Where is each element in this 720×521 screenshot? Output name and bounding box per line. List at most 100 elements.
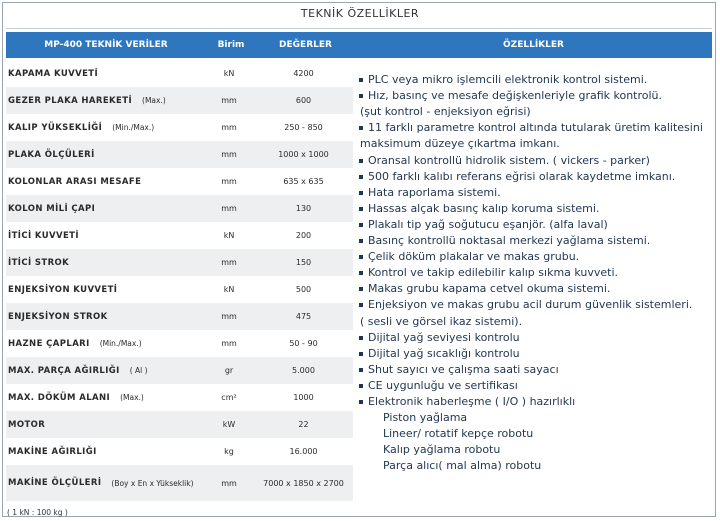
feature-line: Elektronik haberleşme ( I/O ) hazırlıklı <box>359 395 575 408</box>
row-name: ENJEKSİYON STROK <box>8 303 204 330</box>
feature-line: Plakalı tip yağ soğutucu eşanjör. (alfa … <box>359 218 608 231</box>
row-label: MOTOR <box>8 419 46 430</box>
table-row: GEZER PLAKA HAREKETİ (Max.) mm 600 <box>6 87 353 114</box>
row-unit: mm <box>221 339 237 348</box>
feature-text: 11 farklı parametre kontrol altında tutu… <box>368 121 703 135</box>
footnote: ( 1 kN : 100 kg ) <box>7 508 68 517</box>
feature-line: Makas grubu kapama cetvel okuma sistemi. <box>359 282 610 295</box>
feature-text: ( sesli ve görsel ikaz sistemi). <box>360 314 523 328</box>
sub-feature: Piston yağlama <box>383 411 468 425</box>
table-row: ENJEKSİYON KUVVETİ kN 500 <box>6 276 353 303</box>
feature-text: Hassas alçak basınç kalıp koruma sistemi… <box>368 201 600 215</box>
row-unit: mm <box>221 150 237 159</box>
row-qualifier: (Max.) <box>142 96 166 105</box>
row-label: KAPAMA KUVVETİ <box>8 68 99 79</box>
row-unit: kW <box>222 420 236 429</box>
bullet <box>359 255 363 260</box>
bullet <box>359 222 363 227</box>
feature-text: Elektronik haberleşme ( I/O ) hazırlıklı <box>368 395 576 408</box>
table-row: MOTOR kW 22 <box>6 411 353 438</box>
row-label: MAX. PARÇA AĞIRLIĞI <box>8 365 120 376</box>
row-unit: mm <box>221 478 237 488</box>
feature-text: 500 farklı kalıbı referans eğrisi olarak… <box>368 169 676 183</box>
bullet <box>359 351 363 356</box>
row-label: KOLONLAR ARASI MESAFE <box>8 176 142 187</box>
row-value: 130 <box>295 204 312 213</box>
sub-feature: Lineer/ rotatif kepçe robotu <box>383 427 534 441</box>
table-row: KAPAMA KUVVETİ kN 4200 <box>6 60 353 87</box>
header-cell: Birim <box>217 40 245 50</box>
bullet <box>359 335 363 340</box>
table-row: ENJEKSİYON STROK mm 475 <box>6 303 353 330</box>
bullet <box>359 94 363 99</box>
row-name: ENJEKSİYON KUVVETİ <box>8 276 204 303</box>
bullet <box>359 206 363 211</box>
row-name: HAZNE ÇAPLARI (Min./Max.) <box>8 330 204 357</box>
row-value: 150 <box>295 258 312 267</box>
row-label: GEZER PLAKA HAREKETİ <box>8 95 133 106</box>
row-label: KALIP YÜKSEKLİĞİ <box>8 122 103 133</box>
table-row: HAZNE ÇAPLARI (Min./Max.) mm 50 - 90 <box>6 330 353 357</box>
row-value: 600 <box>295 96 312 105</box>
row-unit: mm <box>221 258 237 267</box>
bullet <box>359 78 363 82</box>
row-qualifier: (Min./Max.) <box>112 123 155 132</box>
header-cell: MP-400 TEKNİK VERİLER <box>44 40 168 50</box>
table-row: MAKİNE ÖLÇÜLERİ (Boy x En x Yükseklik) mm 7… <box>6 465 353 501</box>
feature-line: Hata raporlama sistemi. <box>359 186 501 199</box>
row-name: MAX. PARÇA AĞIRLIĞI ( Al ) <box>8 357 204 384</box>
feature-line: Çelik döküm plakalar ve makas grubu. <box>359 250 579 263</box>
row-label: MAX. DÖKÜM ALANI <box>8 392 111 403</box>
row-value: 1000 <box>293 393 314 402</box>
bullet <box>359 190 363 195</box>
feature-line: Enjeksiyon ve makas grubu acil durum güv… <box>359 298 692 311</box>
feature-line: Oransal kontrollü hidrolik sistem. ( vic… <box>359 154 650 167</box>
row-label: HAZNE ÇAPLARI <box>8 338 90 349</box>
feature-text: maksimum düzeye çıkartma imkanı. <box>360 137 560 151</box>
bullet <box>359 126 363 131</box>
row-name: İTİCİ STROK <box>8 249 204 276</box>
row-unit: kN <box>223 231 235 240</box>
row-name: GEZER PLAKA HAREKETİ (Max.) <box>8 87 204 114</box>
feature-line: Kontrol ve takip edilebilir kalıp sıkma … <box>359 266 618 279</box>
feature-text: Dijital yağ sıcaklığı kontrolu <box>368 346 520 360</box>
row-unit: gr <box>224 366 234 375</box>
row-value: 200 <box>295 231 312 240</box>
feature-line: Hız, basınç ve mesafe değişkenleriyle gr… <box>359 89 662 102</box>
row-value: 22 <box>298 420 309 429</box>
header-cell: DEĞERLER <box>279 40 332 50</box>
table-row: KALIP YÜKSEKLİĞİ (Min./Max.) mm 250 - 850 <box>6 114 353 141</box>
feature-line: 11 farklı parametre kontrol altında tutu… <box>359 121 703 134</box>
row-unit: mm <box>221 96 237 105</box>
feature-line: ( sesli ve görsel ikaz sistemi). <box>360 315 522 328</box>
table-header: MP-400 TEKNİK VERİLER Birim DEĞERLER ÖZE… <box>6 32 712 58</box>
feature-line: Dijital yağ seviyesi kontrolu <box>359 331 520 344</box>
row-label: İTİCİ STROK <box>8 257 70 268</box>
row-value: 16.000 <box>289 447 318 456</box>
bullet <box>359 367 363 372</box>
feature-text: Kontrol ve takip edilebilir kalıp sıkma … <box>368 266 619 280</box>
row-value: 635 x 635 <box>283 177 324 186</box>
row-unit: kN <box>223 285 235 294</box>
row-unit: kg <box>224 447 234 456</box>
table-row: İTİCİ STROK mm 150 <box>6 249 353 276</box>
bullet <box>359 271 363 276</box>
row-qualifier: ( Al ) <box>129 366 148 375</box>
feature-text: Hata raporlama sistemi. <box>368 185 501 199</box>
row-name: MAKİNE ÖLÇÜLERİ (Boy x En x Yükseklik) <box>8 465 204 501</box>
feature-line: Shut sayıcı ve çalışma saati sayacı <box>359 363 559 376</box>
row-value: 5.000 <box>292 366 315 375</box>
row-value: 4200 <box>293 69 314 78</box>
feature-line: (şut kontrol - enjeksiyon eğrisi) <box>360 105 531 118</box>
bullet <box>359 287 363 292</box>
row-name: KALIP YÜKSEKLİĞİ (Min./Max.) <box>8 114 204 141</box>
row-value: 250 - 850 <box>284 123 323 132</box>
row-name: KOLONLAR ARASI MESAFE <box>8 168 204 195</box>
feature-line: CE uygunluğu ve sertifikası <box>359 379 518 392</box>
row-qualifier: (Min./Max.) <box>99 339 142 348</box>
feature-text: Hız, basınç ve mesafe değişkenleriyle gr… <box>368 89 663 103</box>
feature-text: Basınç kontrollü noktasal merkezi yağlam… <box>368 234 651 247</box>
row-name: MAX. DÖKÜM ALANI (Max.) <box>8 384 204 411</box>
